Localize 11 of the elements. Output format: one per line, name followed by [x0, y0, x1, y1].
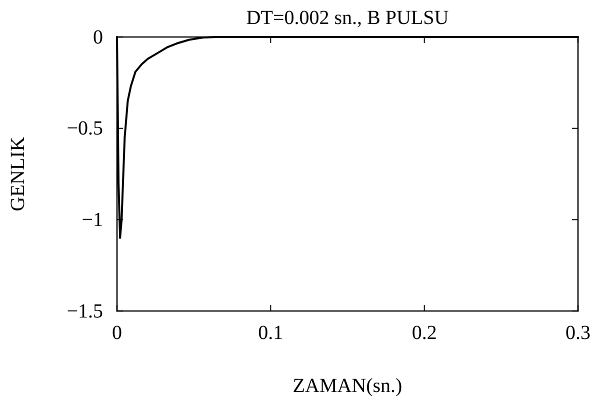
y-tick-label: −1.5 — [66, 300, 103, 322]
x-tick-label: 0.1 — [258, 322, 284, 344]
x-axis-title: ZAMAN(sn.) — [292, 375, 402, 397]
y-axis-title: GENLIK — [7, 136, 29, 212]
x-tick-label: 0.2 — [412, 322, 437, 344]
y-tick-label: −1 — [82, 209, 103, 232]
x-tick-label: 0 — [112, 322, 122, 344]
y-tick-label: −0.5 — [66, 118, 103, 140]
y-tick-label: 0 — [93, 26, 103, 48]
x-tick-label: 0.3 — [566, 322, 590, 344]
chart-title: DT=0.002 sn., B PULSU — [246, 7, 450, 29]
